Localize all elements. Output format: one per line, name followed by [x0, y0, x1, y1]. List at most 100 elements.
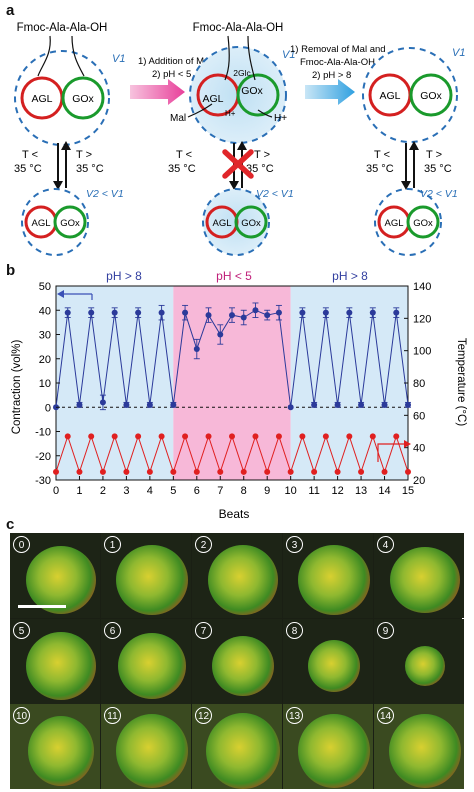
x-tick-label: 11	[308, 485, 319, 497]
gox-label-3: GOx	[420, 90, 442, 102]
agl-small-1: AGL	[31, 218, 50, 229]
x-tick-label: 6	[194, 485, 200, 497]
y-tick-label: -10	[35, 427, 51, 439]
micrograph-frame: 13	[283, 704, 373, 789]
vesicle-3	[362, 47, 458, 143]
frame-number-label: 14	[377, 707, 394, 724]
cell-aggregate	[208, 544, 278, 615]
data-point-2	[158, 433, 165, 440]
data-point-1	[369, 309, 376, 316]
data-point-1	[170, 401, 177, 408]
temp-switch-2: T < 35 °C T > 35 °C	[168, 141, 274, 190]
data-point-1	[205, 312, 212, 319]
gox-enzyme-2	[236, 73, 280, 117]
y2-tick-label: 80	[413, 378, 425, 390]
panel-c-letter: c	[6, 516, 15, 533]
data-point-2	[170, 468, 177, 475]
data-point-2	[334, 468, 341, 475]
pink-process-arrow	[130, 79, 185, 105]
micrograph-frame: 12	[192, 704, 282, 789]
micrograph-frame: 7	[192, 619, 282, 704]
data-point-1	[311, 401, 318, 408]
step1-line2: 2) pH < 5	[152, 69, 191, 80]
frame-number-label: 10	[13, 707, 30, 724]
x-tick-label: 15	[402, 485, 414, 497]
step2-line2: Fmoc-Ala-Ala-OH	[300, 57, 375, 68]
data-point-1	[76, 401, 83, 408]
x-tick-label: 9	[264, 485, 270, 497]
contracted-vesicle-1: AGL GOx V2 < V1	[21, 188, 124, 256]
data-point-1	[381, 401, 388, 408]
cell-aggregate	[389, 713, 461, 788]
data-point-2	[135, 433, 142, 440]
micrograph-frame: 4	[374, 533, 464, 618]
data-point-2	[275, 433, 282, 440]
data-point-1	[275, 309, 282, 316]
data-point-1	[182, 309, 189, 316]
data-point-2	[217, 468, 224, 475]
data-point-1	[193, 346, 200, 353]
cell-aggregate	[390, 546, 460, 613]
data-point-1	[240, 314, 247, 321]
cell-aggregate	[26, 631, 96, 700]
cell-aggregate	[116, 713, 188, 788]
cell-aggregate	[26, 545, 96, 614]
t-greater-1: T >	[76, 149, 92, 161]
data-point-1	[334, 401, 341, 408]
micrograph-frame: 3	[283, 533, 373, 618]
hplus-arrow	[257, 109, 273, 118]
data-point-2	[264, 468, 271, 475]
left-axis-label: Contraction (vol%)	[11, 340, 23, 435]
data-point-2	[252, 433, 259, 440]
t-less-3: T <	[374, 149, 390, 161]
micrograph-frame: 0	[10, 533, 100, 618]
frame-number-label: 12	[195, 707, 212, 724]
arrow-curve-3	[224, 35, 230, 81]
cell-aggregate	[298, 544, 370, 615]
v2-label-2: V2 < V1	[256, 188, 294, 200]
frame-number-label: 0	[13, 536, 30, 553]
data-point-1	[64, 309, 71, 316]
cell-aggregate	[206, 712, 280, 789]
right-axis-pointer-icon	[404, 440, 411, 448]
left-axis-pointer-icon	[57, 290, 64, 298]
gox-small-2: GOx	[241, 218, 261, 229]
blue-process-arrow	[305, 79, 355, 105]
t-less-1: T <	[22, 149, 38, 161]
y2-tick-label: 20	[413, 475, 425, 487]
x-tick-label: 13	[355, 485, 367, 497]
data-point-2	[182, 433, 189, 440]
temp-switch-3: T < 35 °C T > 35 °C	[366, 141, 452, 190]
t35-left-3: 35 °C	[366, 163, 394, 175]
x-tick-label: 7	[217, 485, 223, 497]
data-point-2	[64, 433, 71, 440]
mal-arrow	[187, 103, 213, 118]
x-tick-label: 4	[147, 485, 153, 497]
agl-label-3: AGL	[379, 90, 400, 102]
step1-line1: 1) Addition of Mal	[138, 56, 211, 67]
x-tick-label: 14	[378, 485, 390, 497]
x-tick-label: 8	[241, 485, 247, 497]
agl-small-2: AGL	[212, 218, 231, 229]
data-point-2	[322, 433, 329, 440]
micrograph-frame: 2	[192, 533, 282, 618]
data-point-2	[405, 468, 411, 475]
cell-aggregate	[118, 632, 186, 699]
step2-line3: 2) pH > 8	[312, 70, 351, 81]
data-point-1	[405, 401, 411, 408]
gox-enzyme-3	[409, 73, 453, 117]
region-label-2: pH < 5	[216, 269, 252, 283]
y2-tick-label: 120	[413, 313, 431, 325]
v1-label-1: V1	[112, 53, 125, 65]
y-tick-label: 10	[39, 378, 51, 390]
data-point-1	[299, 309, 306, 316]
x-tick-label: 5	[170, 485, 176, 497]
x-tick-label: 3	[123, 485, 129, 497]
data-point-1	[252, 307, 259, 314]
hplus-inner: H+	[225, 109, 236, 118]
y2-tick-label: 40	[413, 443, 425, 455]
data-point-1	[135, 309, 142, 316]
x-axis-label: Beats	[219, 507, 250, 521]
data-point-2	[99, 468, 106, 475]
v2-label-3: V2 < V1	[420, 188, 458, 200]
